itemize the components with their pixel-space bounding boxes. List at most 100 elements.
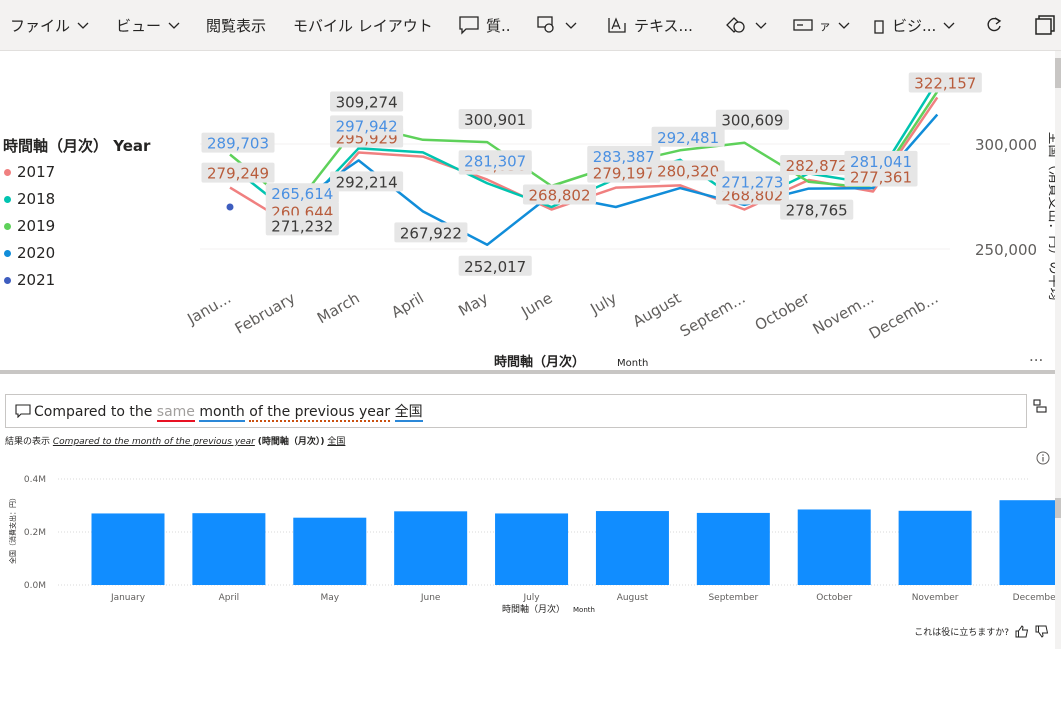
- thumbs-up-icon[interactable]: [1015, 625, 1029, 638]
- line-chart-plot: 250,000300,000279,249260,644295,929283,0…: [0, 51, 1061, 371]
- data-label-2018: 281,041: [850, 153, 912, 171]
- result-prefix: 結果の表示: [5, 437, 50, 447]
- data-label-2019: 309,274: [336, 94, 398, 112]
- bar-April: [192, 513, 265, 585]
- y-tick-label: 250,000: [975, 241, 1037, 259]
- x-tick-label: August: [617, 593, 649, 603]
- info-icon[interactable]: [1036, 451, 1050, 465]
- speech-bubble-icon: [458, 15, 480, 35]
- narrative-icon: [536, 15, 558, 35]
- qa-word-field: 全国: [395, 404, 423, 422]
- view-menu-label: ビュー: [116, 15, 161, 36]
- x-axis-subtitle: Month: [573, 606, 595, 614]
- scroll-thumb[interactable]: [1055, 498, 1061, 518]
- shapes-icon: [724, 15, 748, 35]
- x-tick-label: July: [522, 593, 540, 603]
- data-label-2018: 289,703: [207, 135, 269, 153]
- feedback: これは役に立ちますか?: [914, 625, 1049, 638]
- reading-view-label: 閲覧表示: [206, 15, 266, 36]
- line-chart-visual[interactable]: 時間軸（月次） Year 2017 2018 2019 2020 2021 25…: [0, 51, 1061, 371]
- scroll-thumb[interactable]: [1055, 58, 1061, 88]
- y-axis-title: 全国（消費支出：円）: [8, 494, 17, 564]
- smart-narrative-button[interactable]: [536, 0, 578, 50]
- mobile-layout-button[interactable]: モバイル レイアウト: [293, 0, 433, 50]
- chevron-down-icon: [76, 18, 90, 32]
- buttons-menu[interactable]: ァ: [793, 0, 851, 50]
- visual-button[interactable]: ビジ...: [872, 0, 956, 50]
- data-label-2019: 300,901: [464, 111, 526, 129]
- x-tick-label: April: [388, 289, 427, 322]
- chevron-down-icon: [564, 18, 578, 32]
- bar-August: [596, 511, 669, 585]
- window-icon: [1034, 14, 1056, 36]
- textbox-button[interactable]: テキス...: [606, 0, 693, 50]
- mobile-layout-label: モバイル レイアウト: [293, 15, 433, 36]
- y-tick-label: 0.4M: [24, 475, 46, 485]
- file-menu-label: ファイル: [10, 15, 70, 36]
- chevron-down-icon: [942, 18, 956, 32]
- result-tail[interactable]: 全国: [327, 437, 345, 447]
- data-label-2020: 252,017: [464, 258, 526, 276]
- bar-October: [798, 509, 871, 585]
- x-tick-label: June: [420, 593, 441, 603]
- reading-view-button[interactable]: 閲覧表示: [206, 0, 266, 50]
- x-tick-label: May: [455, 289, 491, 320]
- result-link[interactable]: Compared to the month of the previous ye…: [53, 437, 255, 447]
- bar-December: [1000, 500, 1061, 585]
- x-tick-label: December: [1013, 593, 1060, 603]
- chevron-down-icon: [754, 18, 768, 32]
- qa-word-unrecognized: same: [157, 404, 195, 422]
- feedback-label: これは役に立ちますか?: [914, 625, 1009, 638]
- buttons-label: ァ: [819, 17, 831, 34]
- scrollbar[interactable]: [1055, 51, 1061, 649]
- file-menu[interactable]: ファイル: [10, 0, 90, 50]
- refresh-button[interactable]: [984, 0, 1004, 50]
- data-label-2017: 279,197: [593, 165, 655, 183]
- data-label-2017: 279,249: [207, 165, 269, 183]
- x-tick-label: September: [708, 593, 758, 603]
- data-label-2020: 292,214: [336, 173, 398, 191]
- view-menu[interactable]: ビュー: [116, 0, 181, 50]
- x-axis-subtitle: Month: [617, 358, 648, 369]
- y-tick-label: 300,000: [975, 136, 1037, 154]
- data-label-2018: 271,273: [721, 173, 783, 191]
- more-options-icon[interactable]: ...: [1029, 347, 1043, 365]
- thumbs-down-icon[interactable]: [1035, 625, 1049, 638]
- toolbar: ファイル ビュー 閲覧表示 モバイル レイアウト 質.. テキス... ァ ビジ…: [0, 0, 1061, 51]
- x-axis-title: 時間軸（月次）: [502, 603, 565, 615]
- y-tick-label: 0.2M: [24, 528, 46, 538]
- x-tick-label: June: [517, 289, 555, 321]
- data-label-2019: 300,609: [721, 112, 783, 130]
- data-label-2017: 282,872: [786, 157, 848, 175]
- data-label-2018: 297,942: [336, 117, 398, 135]
- data-label-2017: 280,320: [657, 162, 719, 180]
- qa-input[interactable]: Compared to the same month of the previo…: [5, 394, 1027, 428]
- visual-icon: [872, 15, 886, 35]
- textbox-icon: [606, 15, 628, 35]
- focus-mode-button[interactable]: [1034, 0, 1056, 50]
- bar-June: [394, 511, 467, 585]
- qa-button[interactable]: 質..: [458, 0, 511, 50]
- bar-September: [697, 513, 770, 585]
- shapes-button[interactable]: [724, 0, 768, 50]
- convert-visual-icon[interactable]: [1032, 398, 1048, 414]
- qa-result-description: 結果の表示 Compared to the month of the previ…: [5, 434, 345, 447]
- data-label-2020: 271,232: [271, 217, 333, 235]
- bar-November: [899, 511, 972, 585]
- bar-July: [495, 513, 568, 585]
- series-point-2021: [227, 204, 234, 211]
- x-tick-label: Septem...: [677, 289, 749, 341]
- qa-input-text[interactable]: Compared to the same month of the previo…: [34, 401, 423, 421]
- x-tick-label: November: [912, 593, 959, 603]
- x-tick-label: October: [816, 593, 852, 603]
- refresh-icon: [984, 15, 1004, 35]
- bar-May: [293, 518, 366, 585]
- data-label-2017: 268,802: [528, 187, 590, 205]
- qa-word-field: month: [199, 404, 244, 422]
- bar-January: [92, 513, 165, 585]
- qa-word: Compared to the: [34, 404, 152, 420]
- qa-visual: Compared to the same month of the previo…: [0, 374, 1061, 652]
- x-tick-label: Janu...: [183, 289, 234, 329]
- textbox-label: テキス...: [634, 15, 693, 36]
